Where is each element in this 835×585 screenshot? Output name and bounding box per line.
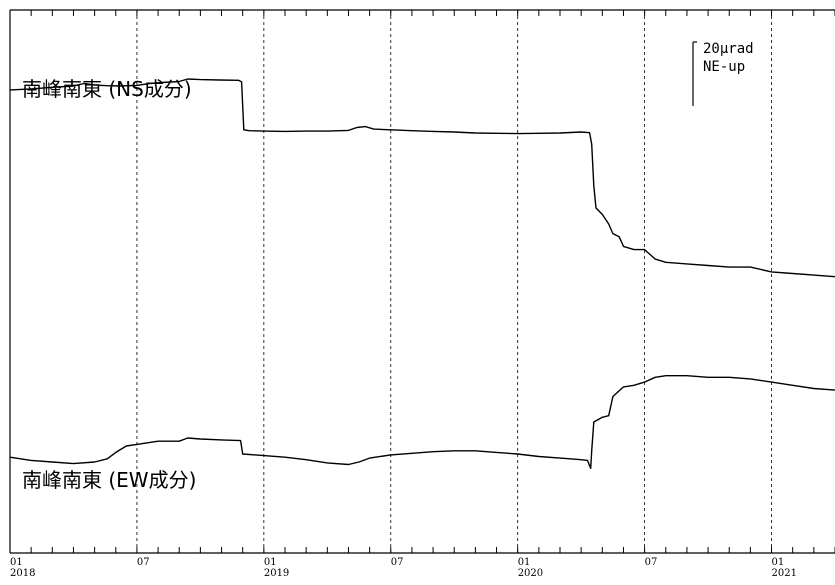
x-tick-month-6: 01 bbox=[772, 557, 785, 568]
x-tick-year-2: 2019 bbox=[264, 568, 289, 579]
series-label-ns: 南峰南東 (NS成分) bbox=[22, 77, 192, 101]
x-tick-month-0: 01 bbox=[10, 557, 23, 568]
series-lines bbox=[9, 78, 835, 470]
x-tick-month-1: 07 bbox=[137, 557, 150, 568]
x-tick-month-3: 07 bbox=[391, 557, 404, 568]
axis-ticks bbox=[9, 10, 835, 553]
scale-bar: 20μrad NE-up bbox=[692, 41, 754, 106]
x-tick-month-2: 01 bbox=[264, 557, 277, 568]
series-label-ew: 南峰南東 (EW成分) bbox=[22, 468, 196, 492]
x-tick-year-6: 2021 bbox=[772, 568, 797, 579]
x-tick-month-5: 07 bbox=[645, 557, 658, 568]
scale-direction-label: NE-up bbox=[703, 59, 745, 75]
x-tick-month-4: 01 bbox=[518, 557, 531, 568]
series-line-0 bbox=[9, 78, 835, 278]
x-tick-year-0: 2018 bbox=[10, 568, 35, 579]
grid-lines bbox=[136, 10, 772, 553]
series-line-1 bbox=[9, 375, 835, 470]
x-tick-year-4: 2020 bbox=[518, 568, 543, 579]
plot-frame bbox=[9, 9, 835, 554]
scale-value-label: 20μrad bbox=[703, 41, 754, 57]
